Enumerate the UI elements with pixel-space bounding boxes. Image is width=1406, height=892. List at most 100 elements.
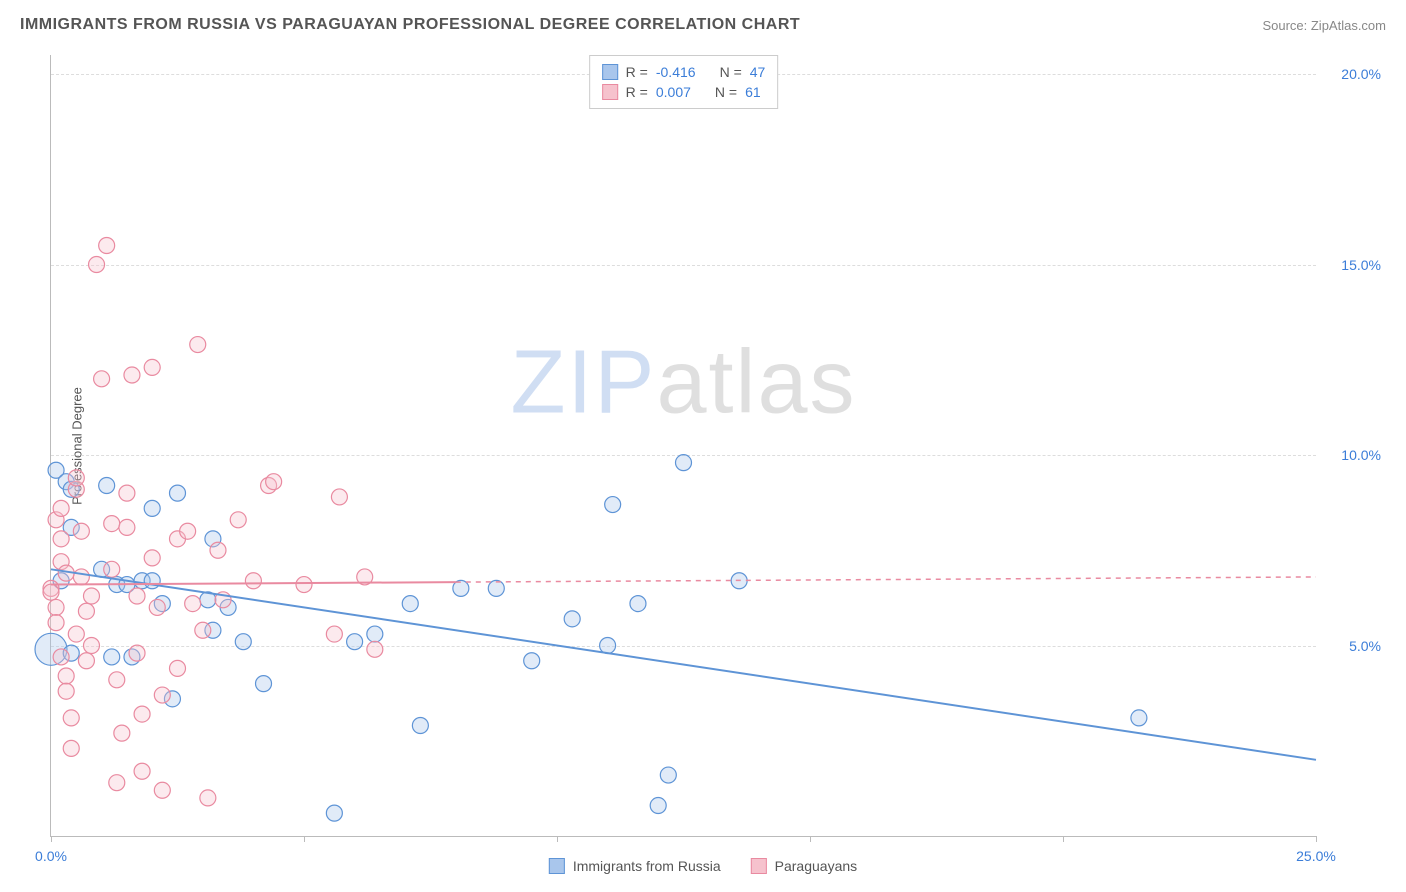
scatter-point-paraguay (129, 588, 145, 604)
scatter-point-russia (367, 626, 383, 642)
scatter-point-paraguay (149, 599, 165, 615)
scatter-point-russia (676, 455, 692, 471)
swatch-paraguay-icon (751, 858, 767, 874)
chart-plot-area: ZIPatlas R = -0.416 N = 47 R = 0.007 N =… (50, 55, 1316, 837)
scatter-point-paraguay (63, 740, 79, 756)
scatter-point-paraguay (53, 500, 69, 516)
trend-line-dashed-paraguay (456, 577, 1316, 582)
scatter-point-paraguay (48, 599, 64, 615)
scatter-point-russia (488, 580, 504, 596)
scatter-point-russia (605, 497, 621, 513)
scatter-point-paraguay (73, 523, 89, 539)
x-tick-label: 0.0% (35, 848, 67, 864)
scatter-point-russia (402, 596, 418, 612)
x-tick (1316, 836, 1317, 842)
scatter-point-russia (660, 767, 676, 783)
y-tick-label: 20.0% (1341, 66, 1381, 82)
scatter-point-paraguay (134, 763, 150, 779)
n-value-paraguay: 61 (745, 84, 761, 100)
scatter-point-russia (99, 478, 115, 494)
y-tick-label: 15.0% (1341, 257, 1381, 273)
scatter-point-russia (347, 634, 363, 650)
n-value-russia: 47 (750, 64, 766, 80)
scatter-point-paraguay (109, 775, 125, 791)
scatter-point-russia (170, 485, 186, 501)
scatter-point-paraguay (53, 649, 69, 665)
scatter-point-russia (600, 638, 616, 654)
trend-line-russia (51, 569, 1316, 759)
scatter-point-paraguay (180, 523, 196, 539)
legend-item-paraguay: Paraguayans (751, 858, 858, 874)
swatch-russia-icon (549, 858, 565, 874)
scatter-point-paraguay (89, 257, 105, 273)
legend-row-paraguay: R = 0.007 N = 61 (602, 82, 766, 102)
scatter-point-paraguay (210, 542, 226, 558)
scatter-point-paraguay (68, 626, 84, 642)
x-tick-label: 25.0% (1296, 848, 1336, 864)
r-label: R = (626, 84, 648, 100)
scatter-point-paraguay (63, 710, 79, 726)
scatter-point-paraguay (190, 337, 206, 353)
scatter-point-paraguay (109, 672, 125, 688)
scatter-point-russia (256, 676, 272, 692)
scatter-point-russia (326, 805, 342, 821)
scatter-point-russia (235, 634, 251, 650)
chart-source: Source: ZipAtlas.com (1262, 18, 1386, 33)
scatter-point-paraguay (104, 516, 120, 532)
x-tick (304, 836, 305, 842)
scatter-point-paraguay (124, 367, 140, 383)
legend-item-russia: Immigrants from Russia (549, 858, 721, 874)
scatter-point-russia (1131, 710, 1147, 726)
scatter-point-paraguay (134, 706, 150, 722)
scatter-point-paraguay (83, 588, 99, 604)
scatter-point-paraguay (114, 725, 130, 741)
x-tick (51, 836, 52, 842)
r-value-paraguay: 0.007 (656, 84, 691, 100)
scatter-point-paraguay (99, 237, 115, 253)
scatter-point-russia (564, 611, 580, 627)
r-label: R = (626, 64, 648, 80)
scatter-point-paraguay (73, 569, 89, 585)
swatch-paraguay (602, 84, 618, 100)
y-tick-label: 10.0% (1341, 447, 1381, 463)
y-tick-label: 5.0% (1349, 638, 1381, 654)
scatter-point-paraguay (104, 561, 120, 577)
chart-header: IMMIGRANTS FROM RUSSIA VS PARAGUAYAN PRO… (20, 16, 1386, 34)
scatter-point-paraguay (195, 622, 211, 638)
legend-correlation-box: R = -0.416 N = 47 R = 0.007 N = 61 (589, 55, 779, 109)
scatter-point-paraguay (326, 626, 342, 642)
legend-label-paraguay: Paraguayans (775, 858, 858, 874)
source-prefix: Source: (1262, 18, 1310, 33)
scatter-point-paraguay (83, 638, 99, 654)
scatter-point-paraguay (68, 470, 84, 486)
x-tick (810, 836, 811, 842)
n-label: N = (720, 64, 742, 80)
legend-series: Immigrants from Russia Paraguayans (549, 858, 857, 874)
chart-title: IMMIGRANTS FROM RUSSIA VS PARAGUAYAN PRO… (20, 16, 800, 34)
scatter-point-russia (524, 653, 540, 669)
n-label: N = (715, 84, 737, 100)
scatter-svg (51, 55, 1316, 836)
scatter-point-russia (650, 798, 666, 814)
x-tick (557, 836, 558, 842)
scatter-point-paraguay (170, 660, 186, 676)
scatter-point-paraguay (58, 668, 74, 684)
scatter-point-russia (630, 596, 646, 612)
scatter-point-paraguay (43, 584, 59, 600)
x-tick (1063, 836, 1064, 842)
scatter-point-paraguay (119, 485, 135, 501)
source-name: ZipAtlas.com (1311, 18, 1386, 33)
scatter-point-paraguay (200, 790, 216, 806)
scatter-point-paraguay (185, 596, 201, 612)
scatter-point-paraguay (129, 645, 145, 661)
scatter-point-russia (144, 500, 160, 516)
scatter-point-paraguay (367, 641, 383, 657)
scatter-point-paraguay (154, 782, 170, 798)
scatter-point-paraguay (119, 519, 135, 535)
scatter-point-paraguay (58, 683, 74, 699)
legend-label-russia: Immigrants from Russia (573, 858, 721, 874)
scatter-point-paraguay (48, 615, 64, 631)
scatter-point-paraguay (331, 489, 347, 505)
scatter-point-paraguay (78, 653, 94, 669)
scatter-point-paraguay (94, 371, 110, 387)
